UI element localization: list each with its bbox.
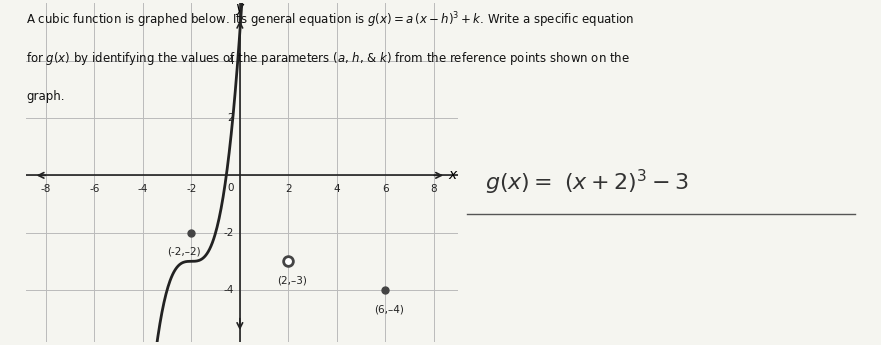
Text: 0: 0 [227,183,233,193]
Text: 4: 4 [334,184,340,194]
Text: for $g(x)$ by identifying the values of the parameters ($a$, $h$, & $k$) from th: for $g(x)$ by identifying the values of … [26,50,630,67]
Text: (6,–4): (6,–4) [374,304,404,314]
Text: 8: 8 [431,184,437,194]
Text: A cubic function is graphed below. Its general equation is $g(x) = a\,(x - h)^3 : A cubic function is graphed below. Its g… [26,10,634,30]
Text: 2: 2 [285,184,292,194]
Text: -6: -6 [89,184,100,194]
Text: -8: -8 [41,184,51,194]
Text: 2: 2 [227,113,233,123]
Text: x: x [448,168,456,183]
Text: (-2,–2): (-2,–2) [167,247,201,257]
Text: graph.: graph. [26,90,65,103]
Text: 4: 4 [227,56,233,66]
Text: 6: 6 [382,184,389,194]
Text: -2: -2 [186,184,196,194]
Text: (2,–3): (2,–3) [277,276,307,286]
Text: $g(x) = \ (x+2)^3 - 3$: $g(x) = \ (x+2)^3 - 3$ [485,168,688,197]
Text: -2: -2 [224,228,233,238]
Text: -4: -4 [137,184,148,194]
Text: y: y [236,1,244,15]
Text: -4: -4 [224,285,233,295]
